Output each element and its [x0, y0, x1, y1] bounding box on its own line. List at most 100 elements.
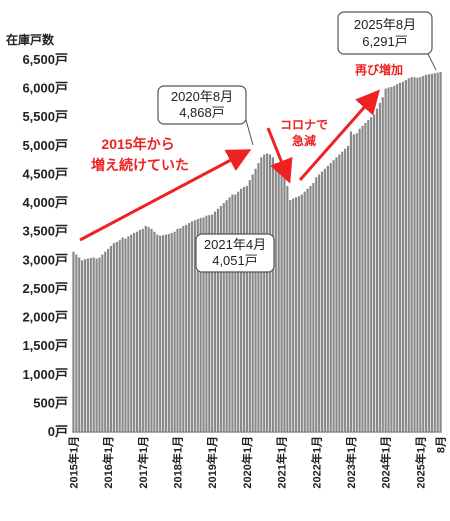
- bar: [370, 117, 373, 432]
- bar: [338, 154, 341, 432]
- bar: [176, 228, 179, 432]
- bar: [89, 258, 92, 432]
- bar: [219, 205, 222, 432]
- bar: [202, 217, 205, 432]
- bar: [283, 177, 286, 432]
- bar: [193, 220, 196, 432]
- bar: [199, 217, 202, 432]
- bar: [95, 258, 98, 432]
- bar: [101, 254, 104, 432]
- callout-box: [337, 11, 433, 55]
- bar: [361, 125, 364, 432]
- bar: [242, 187, 246, 432]
- bar: [367, 120, 370, 432]
- callout-box: [157, 85, 247, 125]
- bar: [254, 168, 257, 433]
- covid-annotation-line1: コロナで: [280, 118, 328, 132]
- callout-pointer: [245, 119, 254, 146]
- bar: [133, 232, 136, 432]
- bar: [422, 76, 425, 433]
- bar: [294, 197, 298, 432]
- bar: [156, 234, 159, 432]
- bar: [399, 82, 402, 432]
- bar: [393, 85, 396, 432]
- bar: [433, 73, 436, 432]
- bar: [127, 236, 130, 432]
- x-tick-label: 2016年1月: [101, 436, 115, 489]
- bar: [387, 87, 390, 432]
- drop-arrow: [266, 127, 293, 184]
- callout-text: 4,051戸: [212, 253, 258, 268]
- x-tick-label: 2021年1月: [275, 436, 289, 489]
- bar: [300, 194, 303, 432]
- callout-text: 2021年4月: [204, 237, 266, 252]
- y-tick-label: 2,000戸: [22, 310, 68, 325]
- x-tick-label: 2022年1月: [309, 436, 323, 489]
- covid-annotation-line2: 急減: [292, 133, 316, 148]
- callout-2021-low: 2021年4月 4,051戸: [195, 233, 275, 273]
- bar: [75, 254, 78, 432]
- y-tick-label: 5,000戸: [22, 138, 68, 153]
- bar: [225, 200, 228, 432]
- bar: [274, 163, 277, 432]
- callout-2025-latest: 2025年8月 6,291戸: [337, 11, 437, 71]
- x-tick-label: 8月: [435, 436, 448, 453]
- bar: [124, 238, 127, 432]
- callout-box: [195, 233, 275, 273]
- y-tick-label: 3,500戸: [22, 224, 68, 239]
- x-tick-label: 2015年1月: [66, 436, 80, 489]
- x-tick-label: 2018年1月: [171, 436, 185, 489]
- bar: [419, 77, 422, 433]
- bar: [144, 225, 147, 432]
- x-tick-label: 2019年1月: [205, 436, 219, 489]
- bar: [315, 177, 318, 432]
- bar: [378, 102, 381, 433]
- y-tick-label: 3,000戸: [22, 252, 68, 267]
- rising-annotation-line2: 増え続けていた: [91, 157, 189, 173]
- callout-text: 6,291戸: [362, 34, 408, 49]
- bar: [107, 248, 110, 432]
- callout-text: 2025年8月: [354, 17, 416, 32]
- x-tick-label: 2017年1月: [136, 436, 150, 489]
- bar: [358, 128, 361, 432]
- bar: [436, 72, 439, 432]
- bar: [326, 165, 329, 432]
- callout-pointer: [427, 53, 437, 71]
- rising-arrow: [79, 149, 252, 242]
- bar: [118, 240, 121, 432]
- bar: [286, 185, 289, 432]
- bar: [268, 154, 272, 432]
- bar: [260, 157, 263, 433]
- bar: [306, 188, 309, 432]
- bar: [161, 235, 165, 432]
- bar: [78, 257, 81, 432]
- bar: [164, 234, 168, 432]
- bar: [271, 157, 274, 433]
- bar: [234, 194, 237, 432]
- bar: [372, 114, 376, 433]
- bar: [332, 160, 335, 432]
- bar: [214, 211, 217, 432]
- bar: [208, 215, 211, 432]
- bar: [130, 234, 133, 432]
- x-tick-label: 2023年1月: [344, 436, 358, 489]
- bar: [109, 246, 113, 432]
- bar: [98, 257, 101, 432]
- y-tick-label: 5,500戸: [22, 109, 68, 124]
- bar: [349, 131, 353, 433]
- bar: [72, 251, 75, 432]
- bar: [335, 157, 338, 433]
- bar: [318, 174, 321, 432]
- bar: [245, 185, 248, 432]
- bar: [185, 224, 188, 432]
- y-tick-label: 2,500戸: [22, 281, 68, 296]
- bar: [138, 229, 142, 432]
- rising-annotation-line1: 2015年から: [101, 136, 174, 152]
- bars: [72, 71, 442, 433]
- bar: [231, 194, 234, 432]
- bar: [341, 151, 344, 432]
- bar: [205, 215, 208, 432]
- y-axis-label: 在庫戸数: [6, 32, 55, 47]
- bar: [182, 225, 185, 432]
- bar: [147, 227, 150, 432]
